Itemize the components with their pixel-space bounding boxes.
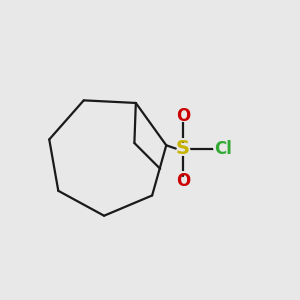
Text: O: O	[174, 172, 192, 191]
Text: S: S	[176, 139, 190, 158]
Text: S: S	[174, 136, 191, 160]
Text: O: O	[174, 106, 192, 126]
Text: Cl: Cl	[214, 140, 232, 158]
Text: O: O	[176, 172, 190, 190]
Text: O: O	[176, 107, 190, 125]
Text: Cl: Cl	[212, 139, 234, 159]
